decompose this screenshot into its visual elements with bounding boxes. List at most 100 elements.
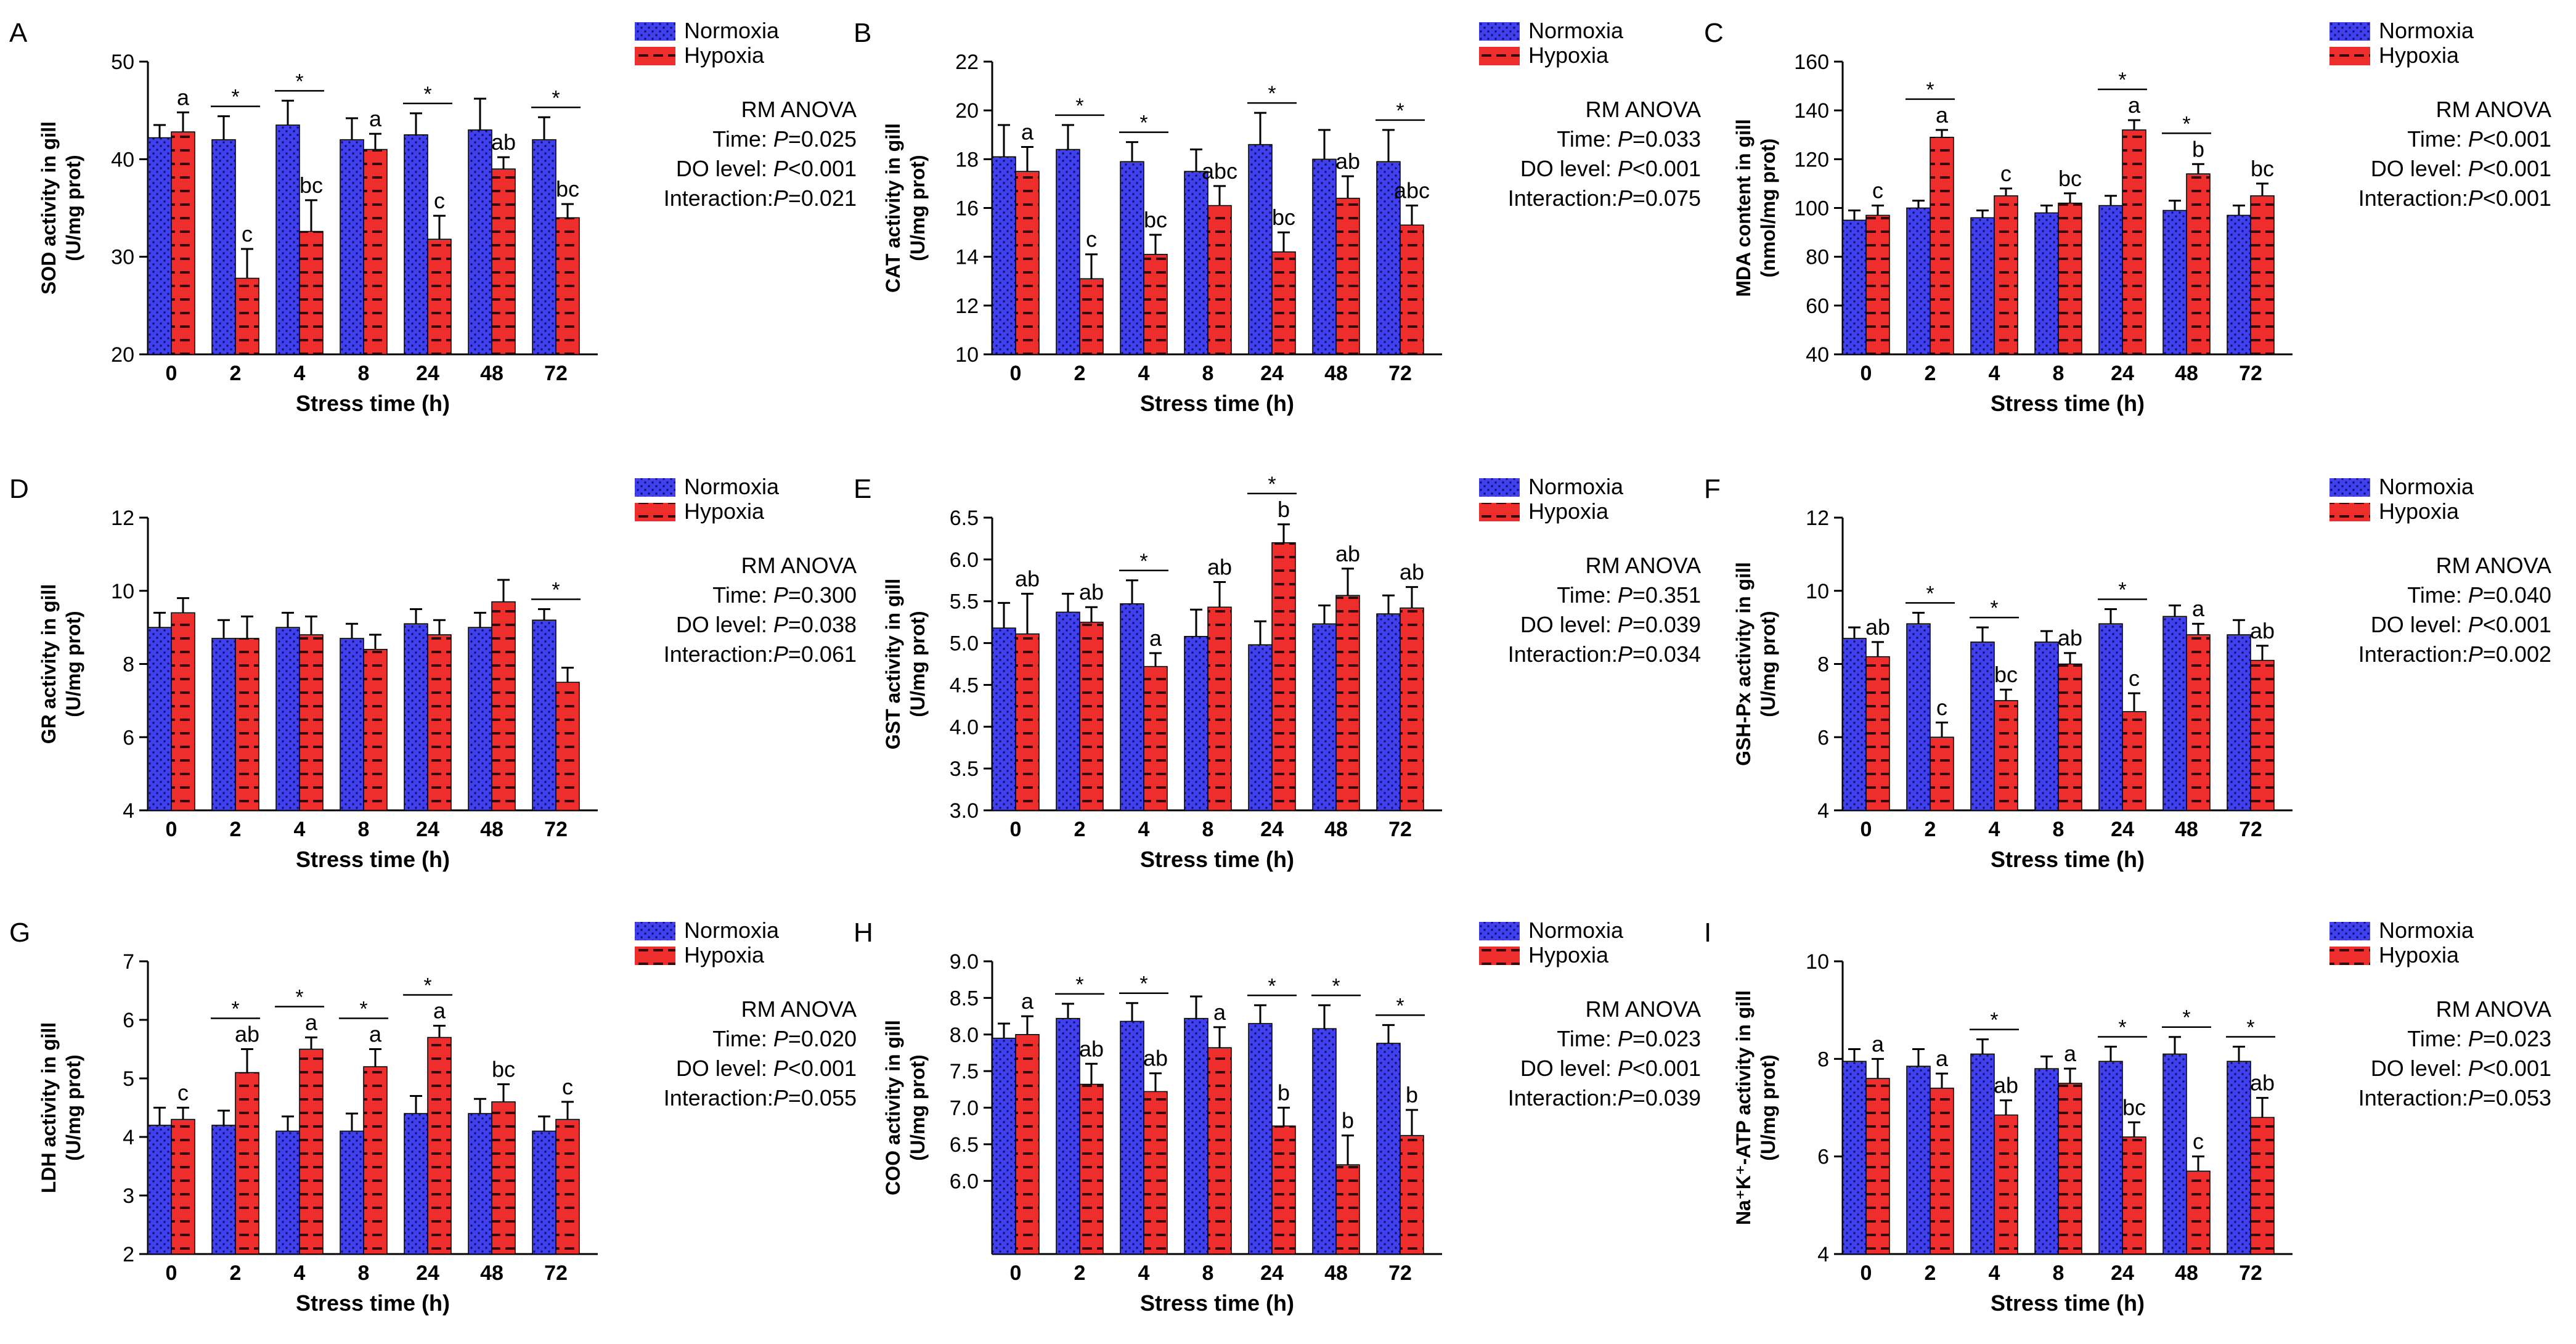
legend-hypoxia-swatch	[635, 503, 675, 521]
y-tick-label: 4.0	[950, 715, 979, 739]
stats-line: DO level: P<0.001	[1520, 156, 1701, 181]
hypoxia-bar	[1865, 656, 1890, 811]
stats-label: Time:	[1557, 126, 1618, 152]
normoxia-bar	[147, 627, 172, 811]
legend-hypoxia-label: Hypoxia	[2379, 43, 2460, 68]
significance-star: *	[2118, 1016, 2126, 1040]
legend-normoxia-label: Normoxia	[2379, 918, 2474, 943]
x-tick-label: 48	[2175, 1261, 2198, 1285]
hypoxia-bar	[2058, 1083, 2082, 1255]
hypoxia-bar	[1143, 253, 1168, 355]
significance-star: *	[1139, 972, 1147, 996]
stats-p: P	[773, 1085, 788, 1110]
significance-letter: a	[305, 1010, 318, 1035]
x-tick-label: 8	[358, 1261, 370, 1285]
significance-star: *	[2182, 112, 2190, 136]
panel-letter: G	[9, 918, 30, 948]
normoxia-bar	[340, 638, 364, 811]
panel-I: I 4 6 8 10 Na⁺K⁺-ATP activity in gill (U/mg pr…	[1704, 918, 2551, 1316]
significance-letter: b	[1342, 1108, 1354, 1133]
normoxia-bar	[2162, 1053, 2187, 1255]
x-tick-label: 0	[1010, 818, 1022, 841]
normoxia-bar	[992, 1037, 1016, 1255]
x-tick-label: 8	[2053, 1261, 2064, 1285]
y-tick-label: 12	[111, 507, 134, 530]
normoxia-bar	[1056, 1017, 1080, 1255]
stats-value: =0.061	[788, 641, 857, 667]
normoxia-bar	[1970, 641, 1995, 811]
normoxia-bar	[2162, 210, 2187, 355]
significance-letter: a	[1872, 1031, 1885, 1056]
y-tick-label: 3.0	[950, 799, 979, 823]
significance-star: *	[1926, 582, 1934, 605]
y-axis-unit: (U/mg prot)	[62, 1054, 84, 1160]
stats-line: Time: P=0.023	[2407, 1026, 2551, 1051]
stats-p: P	[2468, 641, 2483, 667]
stats-line: DO level: P<0.001	[2371, 156, 2551, 181]
x-tick-label: 2	[1074, 362, 1086, 385]
normoxia-bar	[275, 627, 300, 811]
x-tick-label: 2	[1074, 818, 1086, 841]
stats-label: DO level:	[2371, 1056, 2468, 1081]
normoxia-bar	[1842, 1061, 1867, 1255]
hypoxia-bar	[363, 149, 388, 355]
significance-star: *	[231, 86, 239, 109]
normoxia-bar	[532, 139, 556, 355]
stats-p: P	[2468, 1026, 2483, 1051]
hypoxia-bar	[491, 1101, 516, 1255]
stats-p: P	[1618, 185, 1632, 211]
legend-normoxia-label: Normoxia	[1528, 918, 1624, 943]
stats-p: P	[773, 612, 788, 637]
significance-letter: ab	[1994, 1073, 2018, 1098]
stats-value: <0.001	[2483, 612, 2551, 637]
stats-p: P	[773, 641, 788, 667]
stats-label: DO level:	[2371, 612, 2468, 637]
y-tick-label: 100	[1794, 197, 1829, 221]
stats-value: <0.001	[788, 156, 857, 181]
significance-letter: a	[2192, 596, 2205, 621]
y-tick-label: 9.0	[950, 950, 979, 974]
x-tick-label: 0	[166, 1261, 177, 1285]
normoxia-bar	[1376, 1043, 1401, 1255]
normoxia-bar	[2227, 634, 2251, 811]
hypoxia-bar	[1994, 195, 2018, 355]
significance-letter: ab	[1865, 614, 1890, 640]
normoxia-bar	[468, 129, 492, 355]
stats-line: DO level: P<0.001	[2371, 612, 2551, 637]
significance-star: *	[295, 70, 303, 93]
stats-label: Interaction:	[1508, 185, 1618, 211]
x-tick-label: 4	[1138, 818, 1150, 841]
normoxia-bar	[2227, 1061, 2251, 1255]
normoxia-bar	[404, 134, 428, 355]
x-tick-label: 4	[1138, 1261, 1150, 1285]
y-tick-label: 12	[955, 295, 979, 318]
stats-value: =0.033	[1632, 126, 1701, 152]
hypoxia-bar	[1994, 1114, 2018, 1255]
legend-normoxia-swatch	[635, 22, 675, 41]
x-tick-label: 24	[1260, 1261, 1284, 1285]
y-tick-label: 120	[1794, 148, 1829, 171]
stats-line: Interaction:P=0.053	[2358, 1085, 2551, 1110]
hypoxia-bar	[235, 1072, 259, 1255]
x-tick-label: 72	[1388, 1261, 1412, 1285]
stats-label: Interaction:	[1508, 1085, 1618, 1110]
x-tick-label: 72	[2239, 818, 2262, 841]
legend-hypoxia-label: Hypoxia	[1528, 499, 1609, 524]
x-tick-label: 72	[544, 362, 568, 385]
normoxia-bar	[1312, 1028, 1337, 1255]
stats-label: DO level:	[1520, 612, 1618, 637]
stats-label: DO level:	[1520, 1056, 1618, 1081]
stats-label: Time:	[1557, 1026, 1618, 1051]
x-tick-label: 72	[1388, 818, 1412, 841]
stats-line: DO level: P<0.001	[1520, 1056, 1701, 1081]
panel-letter: A	[9, 18, 28, 48]
y-tick-label: 22	[955, 51, 979, 74]
y-axis-unit: (U/mg prot)	[907, 611, 929, 717]
hypoxia-bar	[171, 1118, 195, 1255]
x-tick-label: 24	[416, 1261, 439, 1285]
stats-value: =0.023	[2483, 1026, 2551, 1051]
significance-letter: c	[1086, 227, 1097, 252]
x-tick-label: 0	[166, 818, 177, 841]
normoxia-bar	[1120, 603, 1144, 811]
